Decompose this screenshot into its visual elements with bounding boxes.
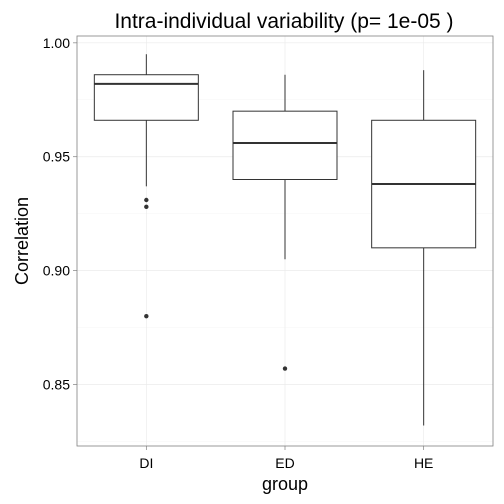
chart-title: Intra-individual variability (p= 1e-05 ) [114,10,453,33]
y-axis-title: Correlation [12,197,32,285]
boxes [93,54,477,426]
plot-panel [76,35,494,447]
outlier-point [144,204,149,210]
x-tick-label: ED [275,455,294,471]
y-tick-label: 0.95 [43,149,70,165]
x-tick-label: HE [414,455,433,471]
outlier-point [144,197,149,203]
axes: 0.85 0.90 0.95 1.00 DI ED HE [43,35,434,471]
box-group-he [371,70,477,426]
outlier-point [144,313,149,319]
box-iqr [93,74,199,121]
y-tick-label: 1.00 [43,35,70,51]
outlier-point [282,366,288,371]
box-group-ed [232,74,338,371]
box-group-di [93,54,199,319]
x-axis-title: group [262,474,308,494]
x-tick-label: DI [139,455,153,471]
y-tick-label: 0.90 [43,263,70,279]
y-tick-label: 0.85 [43,377,70,393]
box-iqr [232,110,338,180]
